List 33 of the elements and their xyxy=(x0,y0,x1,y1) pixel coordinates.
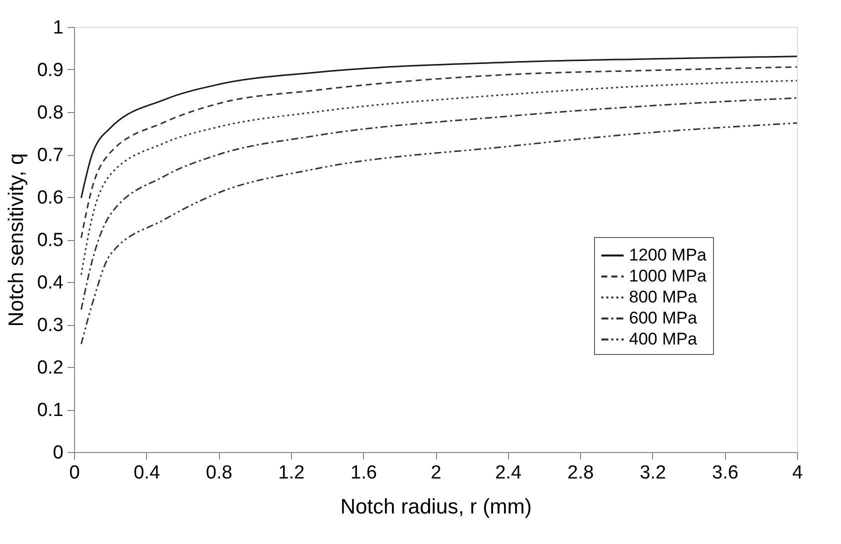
x-tick-label: 3.6 xyxy=(712,462,738,484)
y-tick-label: 1 xyxy=(52,18,64,38)
y-tick-label: 0.4 xyxy=(37,272,64,294)
y-tick-label: 0.5 xyxy=(37,230,64,251)
x-tick-label: 4 xyxy=(792,462,804,484)
y-axis-title: Notch sensitivity, q xyxy=(5,153,28,327)
x-tick-label: 0 xyxy=(69,462,80,484)
x-axis-title: Notch radius, r (mm) xyxy=(340,496,532,518)
legend-label: 400 MPa xyxy=(629,330,698,348)
legend-label: 800 MPa xyxy=(629,288,698,306)
legend-label: 600 MPa xyxy=(629,308,698,328)
y-tick-label: 0.6 xyxy=(37,188,64,208)
line-series xyxy=(80,122,798,345)
legend-label: 1000 MPa xyxy=(629,266,708,286)
line-series xyxy=(80,66,798,239)
x-tick-label: 2.4 xyxy=(495,462,522,484)
x-tick-label: 2.8 xyxy=(567,462,594,484)
x-tick-label: 3.2 xyxy=(640,462,666,484)
y-tick-label: 0.8 xyxy=(37,102,64,124)
x-tick-label: 2 xyxy=(430,462,442,484)
x-tick-label: 0.8 xyxy=(206,462,232,484)
x-tick-label: 0.4 xyxy=(134,462,160,484)
y-tick-label: 0.1 xyxy=(37,400,64,421)
y-tick-label: 0.3 xyxy=(37,315,64,336)
x-tick-label: 1.2 xyxy=(278,462,305,484)
y-tick-label: 0.9 xyxy=(37,60,64,81)
legend-label: 1200 MPa xyxy=(629,246,708,264)
y-tick-label: 0 xyxy=(52,442,64,464)
line-series xyxy=(80,56,798,199)
x-tick-label: 1.6 xyxy=(350,462,377,484)
y-tick-label: 0.2 xyxy=(37,358,64,378)
line-series xyxy=(80,97,798,310)
y-tick-label: 0.7 xyxy=(37,145,64,166)
